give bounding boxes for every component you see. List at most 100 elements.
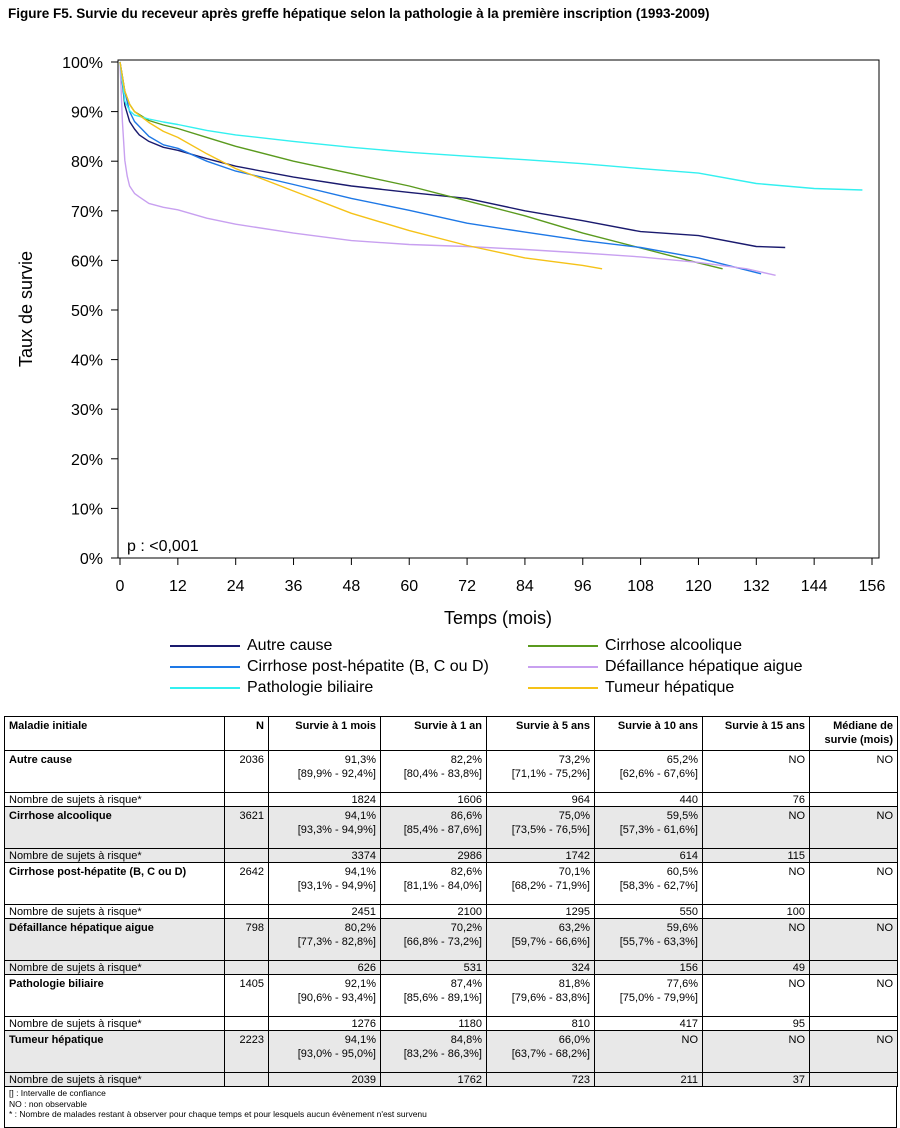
- survival-value: 70,1%: [558, 866, 590, 878]
- y-axis: 0% 10% 20% 30% 40% 50% 60% 70% 80% 90% 100%: [62, 55, 118, 568]
- survival-value: NO: [788, 1034, 806, 1046]
- y-tick-label: 70%: [71, 204, 103, 221]
- risk-count: 1742: [486, 848, 595, 863]
- x-tick-label: 108: [627, 578, 654, 595]
- survival-cell: NO: [594, 1030, 703, 1073]
- x-tick-label: 72: [458, 578, 476, 595]
- empty-cell: [809, 960, 898, 975]
- survival-cell: NO: [702, 918, 810, 961]
- risk-count: 550: [594, 904, 703, 919]
- p-value-annotation: p : <0,001: [127, 538, 199, 555]
- risk-label: Nombre de sujets à risque*: [4, 1016, 225, 1031]
- legend-item: Défaillance hépatique aigue: [528, 657, 802, 677]
- survival-value: 77,6%: [666, 978, 698, 990]
- survival-value: 92,1%: [344, 978, 376, 990]
- risk-count: 49: [702, 960, 810, 975]
- risk-count: 1824: [268, 792, 381, 807]
- y-tick-label: 100%: [62, 55, 103, 72]
- confidence-interval: [57,3% - 61,6%]: [619, 824, 698, 836]
- legend-label: Tumeur hépatique: [605, 679, 735, 696]
- legend-label: Défaillance hépatique aigue: [605, 658, 803, 675]
- survival-value: NO: [788, 866, 806, 878]
- legend-swatch: [170, 666, 240, 668]
- confidence-interval: [85,6% - 89,1%]: [403, 992, 482, 1004]
- confidence-interval: [59,7% - 66,6%]: [511, 936, 590, 948]
- survival-value: 60,5%: [666, 866, 698, 878]
- survival-cell: 86,6% [85,4% - 87,6%]: [380, 806, 487, 849]
- header-1-an: Survie à 1 an: [380, 716, 487, 751]
- y-tick-label: 20%: [71, 452, 103, 469]
- survival-value: 65,2%: [666, 754, 698, 766]
- survival-value: 70,2%: [450, 922, 482, 934]
- risk-count: 2986: [380, 848, 487, 863]
- empty-cell: [224, 1016, 269, 1031]
- survival-cell: 59,6% [55,7% - 63,3%]: [594, 918, 703, 961]
- empty-cell: [224, 904, 269, 919]
- risk-count: 115: [702, 848, 810, 863]
- count-n: 2642: [224, 862, 269, 905]
- risk-label: Nombre de sujets à risque*: [4, 848, 225, 863]
- confidence-interval: [73,5% - 76,5%]: [511, 824, 590, 836]
- empty-cell: [809, 1072, 898, 1087]
- table-row: Cirrhose post-hépatite (B, C ou D) 2642 94…: [4, 862, 898, 905]
- risk-count: 100: [702, 904, 810, 919]
- x-tick-label: 12: [169, 578, 187, 595]
- confidence-interval: [93,0% - 95,0%]: [297, 1048, 376, 1060]
- table-row: Défaillance hépatique aigue 798 80,2% [77,3…: [4, 918, 898, 961]
- median-survival: NO: [809, 806, 898, 849]
- header-n: N: [224, 716, 269, 751]
- x-tick-label: 132: [743, 578, 770, 595]
- survival-value: 73,2%: [558, 754, 590, 766]
- y-tick-label: 40%: [71, 353, 103, 370]
- risk-row: Nombre de sujets à risque* 626 531 324 156 49: [4, 960, 898, 975]
- disease-name: Cirrhose alcoolique: [4, 806, 225, 849]
- confidence-interval: [55,7% - 63,3%]: [619, 936, 698, 948]
- legend-label: Cirrhose post-hépatite (B, C ou D): [247, 658, 489, 675]
- legend-item: Cirrhose post-hépatite (B, C ou D): [170, 657, 489, 677]
- y-tick-label: 80%: [71, 154, 103, 171]
- survival-curves: [119, 61, 863, 276]
- confidence-interval: [62,6% - 67,6%]: [619, 768, 698, 780]
- survival-cell: 94,1% [93,1% - 94,9%]: [268, 862, 381, 905]
- survival-cell: 70,1% [68,2% - 71,9%]: [486, 862, 595, 905]
- count-n: 2223: [224, 1030, 269, 1073]
- survival-cell: 81,8% [79,6% - 83,8%]: [486, 974, 595, 1017]
- risk-count: 2100: [380, 904, 487, 919]
- x-tick-label: 24: [227, 578, 245, 595]
- survival-value: 87,4%: [450, 978, 482, 990]
- risk-count: 1295: [486, 904, 595, 919]
- risk-count: 2039: [268, 1072, 381, 1087]
- curve-defaillance: [119, 61, 776, 276]
- survival-cell: 73,2% [71,1% - 75,2%]: [486, 750, 595, 793]
- disease-name: Autre cause: [4, 750, 225, 793]
- header-mediane: Médiane de survie (mois): [809, 716, 898, 751]
- table-row: Pathologie biliaire 1405 92,1% [90,6% - 93,…: [4, 974, 898, 1017]
- median-survival: NO: [809, 862, 898, 905]
- header-15-ans: Survie à 15 ans: [702, 716, 810, 751]
- median-survival: NO: [809, 918, 898, 961]
- survival-value: 63,2%: [558, 922, 590, 934]
- confidence-interval: [58,3% - 62,7%]: [619, 880, 698, 892]
- survival-value: 75,0%: [558, 810, 590, 822]
- x-tick-label: 36: [285, 578, 303, 595]
- empty-cell: [224, 792, 269, 807]
- survival-cell: 87,4% [85,6% - 89,1%]: [380, 974, 487, 1017]
- confidence-interval: [68,2% - 71,9%]: [511, 880, 590, 892]
- confidence-interval: [71,1% - 75,2%]: [511, 768, 590, 780]
- risk-count: 76: [702, 792, 810, 807]
- survival-chart: 0 12 24 36 48 60 72 84 96 108 120 132 144 156 0% 10% 20…: [16, 55, 885, 628]
- median-survival: NO: [809, 1030, 898, 1073]
- x-axis-title: Temps (mois): [444, 608, 552, 628]
- y-axis-title: Taux de survie: [16, 251, 36, 367]
- empty-cell: [809, 1016, 898, 1031]
- confidence-interval: [83,2% - 86,3%]: [403, 1048, 482, 1060]
- survival-value: 86,6%: [450, 810, 482, 822]
- risk-label: Nombre de sujets à risque*: [4, 1072, 225, 1087]
- risk-count: 440: [594, 792, 703, 807]
- risk-label: Nombre de sujets à risque*: [4, 960, 225, 975]
- risk-count: 324: [486, 960, 595, 975]
- x-tick-label: 144: [801, 578, 828, 595]
- curve-tumeur: [119, 61, 603, 270]
- disease-name: Tumeur hépatique: [4, 1030, 225, 1073]
- y-tick-label: 60%: [71, 253, 103, 270]
